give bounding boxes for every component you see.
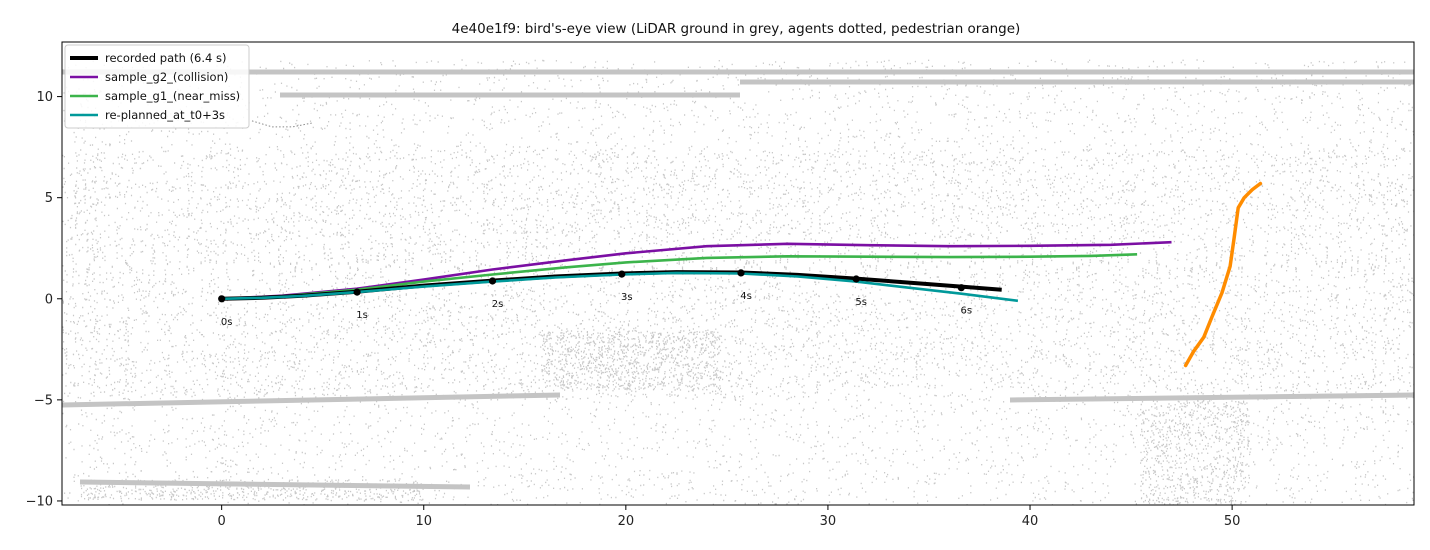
plot-frame [61, 41, 1415, 506]
x-tick-label-1: 10 [415, 514, 432, 529]
y-tick-label-2: 0 [45, 292, 53, 307]
time-markers: 0s 1s 2s 3s 4s 5s 6s [218, 269, 972, 328]
time-marker-label-3: 3s [621, 292, 633, 303]
y-tick-label-0: −10 [26, 494, 53, 509]
time-marker-0 [218, 295, 226, 303]
legend-label-2: sample_g1_(near_miss) [105, 89, 240, 103]
x-tick-label-2: 20 [618, 514, 635, 529]
time-marker-3 [618, 270, 626, 278]
agent-dotted-path [251, 120, 313, 128]
legend-box [64, 44, 250, 129]
time-marker-label-5: 5s [855, 297, 867, 308]
x-tick-label-3: 30 [820, 514, 837, 529]
time-marker-5 [852, 275, 860, 283]
chart-title: 4e40e1f9: bird's-eye view (LiDAR ground … [452, 21, 1021, 37]
time-marker-6 [957, 284, 965, 292]
series-line-2 [221, 253, 1138, 301]
time-marker-label-0: 0s [221, 317, 233, 328]
time-marker-1 [353, 288, 361, 296]
legend-label-1: sample_g2_(collision) [105, 70, 228, 84]
lidar-ground-points [62, 59, 1414, 505]
x-tick-label-5: 50 [1224, 514, 1241, 529]
legend-label-3: re-planned_at_t0+3s [105, 108, 225, 122]
y-tick-label-4: 10 [36, 90, 53, 105]
x-axis-ticks: 0 10 20 30 40 50 [218, 505, 1241, 529]
time-marker-2 [488, 277, 497, 285]
lidar-point-cloud [62, 59, 1414, 505]
x-tick-label-4: 40 [1022, 514, 1039, 529]
lidar-structure-3 [62, 392, 561, 408]
lidar-structure-5 [79, 479, 471, 490]
legend: recorded path (6.4 s) sample_g2_(collisio… [64, 44, 250, 129]
time-marker-label-1: 1s [356, 310, 368, 321]
time-marker-4 [737, 269, 745, 277]
time-marker-label-6: 6s [961, 306, 973, 317]
x-tick-label-0: 0 [218, 514, 226, 529]
legend-label-0: recorded path (6.4 s) [105, 51, 226, 65]
time-marker-label-2: 2s [492, 299, 504, 310]
time-marker-label-4: 4s [740, 291, 752, 302]
pedestrian-path [1183, 181, 1263, 368]
y-tick-label-3: 5 [45, 191, 53, 206]
y-axis-ticks: −10 −5 0 5 10 [26, 90, 62, 509]
y-tick-label-1: −5 [34, 393, 53, 408]
lidar-structure-4 [1009, 392, 1414, 403]
